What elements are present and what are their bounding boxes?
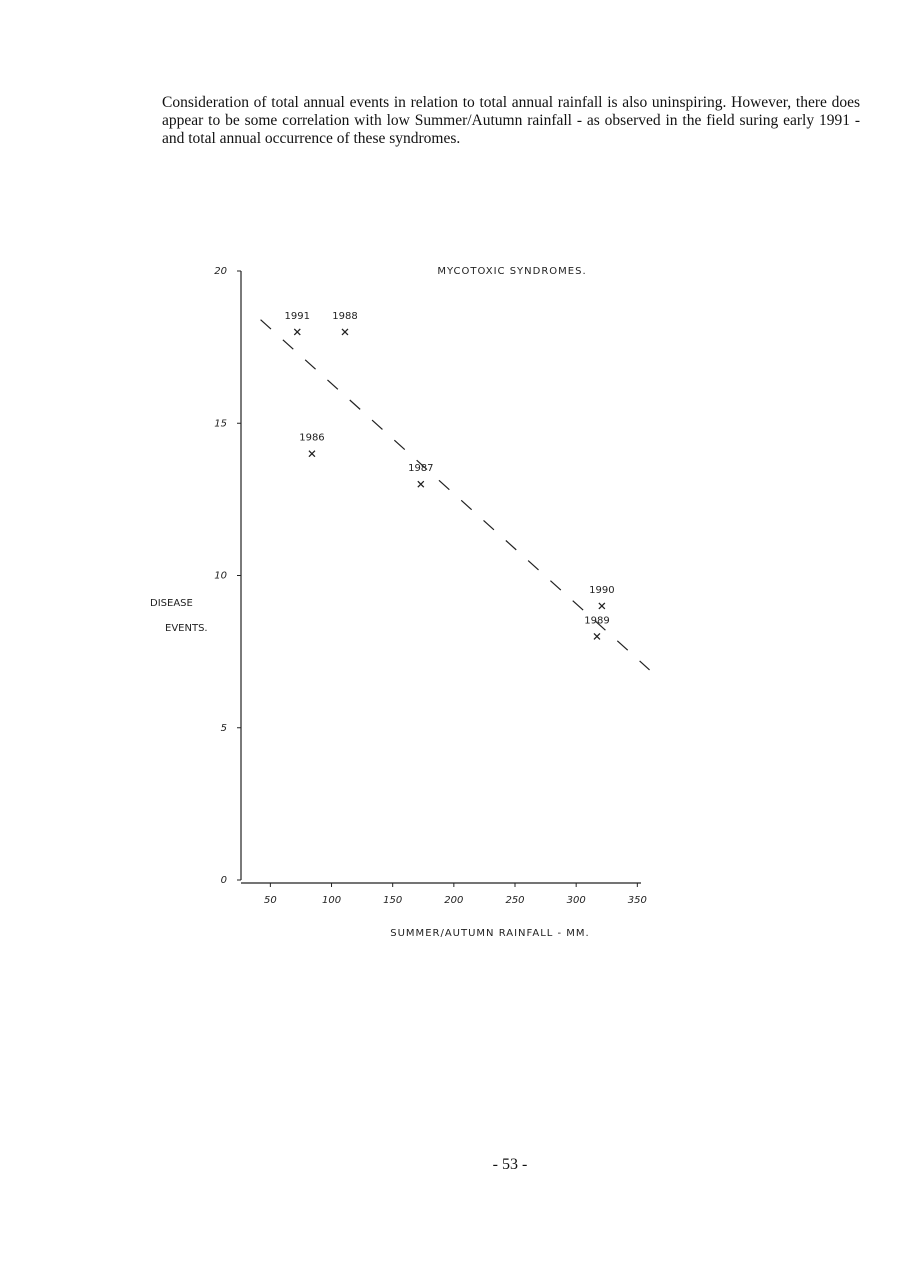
y-axis-label: DISEASE <box>150 598 193 609</box>
x-tick-label: 150 <box>383 895 402 906</box>
x-tick-label: 350 <box>628 895 647 906</box>
y-tick-label: 0 <box>221 875 227 886</box>
x-tick-label: 300 <box>567 895 586 906</box>
y-tick-label: 15 <box>214 418 227 429</box>
point-label: 1991 <box>285 311 310 322</box>
paragraph: Consideration of total annual events in … <box>162 94 860 147</box>
chart-title: MYCOTOXIC SYNDROMES. <box>437 266 586 277</box>
point <box>598 602 606 610</box>
x-axis-label: SUMMER/AUTUMN RAINFALL - MM. <box>390 928 589 939</box>
point-label: 1990 <box>589 585 614 596</box>
y-tick-label: 10 <box>214 571 227 582</box>
point-label: 1988 <box>332 311 357 322</box>
x-tick-label: 100 <box>322 895 341 906</box>
point <box>593 632 601 640</box>
point <box>308 450 316 458</box>
point-label: 1986 <box>299 433 324 444</box>
y-axis-label: EVENTS. <box>165 623 208 634</box>
y-tick-label: 5 <box>221 723 227 734</box>
x-tick-label: 200 <box>444 895 463 906</box>
y-tick-label: 20 <box>214 266 227 277</box>
point <box>293 328 301 336</box>
point <box>417 480 425 488</box>
point <box>341 328 349 336</box>
x-tick-label: 250 <box>505 895 524 906</box>
point-label: 1989 <box>584 615 609 626</box>
x-tick-label: 50 <box>264 895 277 906</box>
point-label: 1987 <box>408 463 433 474</box>
page-number: - 53 - <box>492 1156 528 1173</box>
